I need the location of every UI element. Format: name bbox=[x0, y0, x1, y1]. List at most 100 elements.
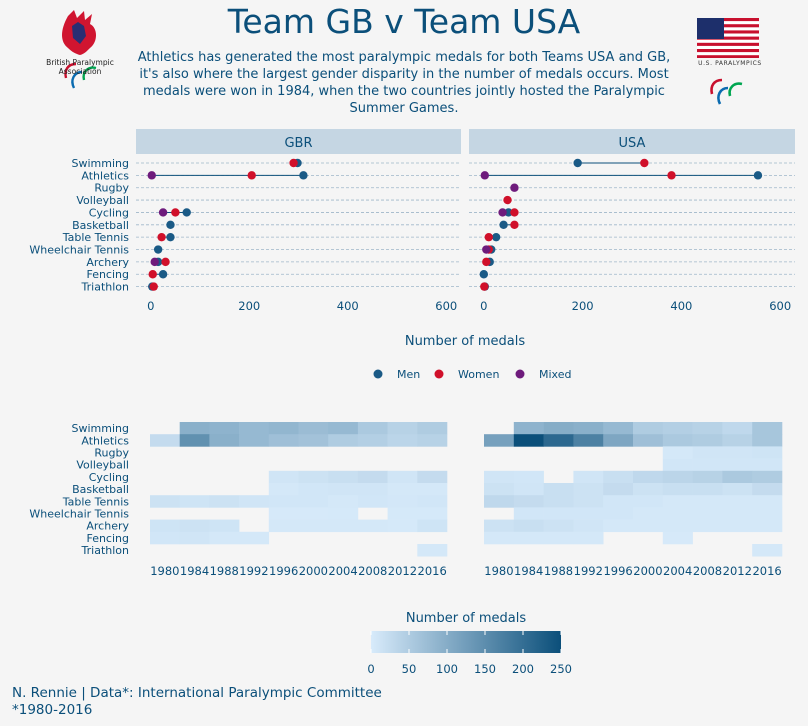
heat-cell-gbr-wheelchair-tennis-2016 bbox=[417, 507, 448, 520]
heat-cell-usa-archery-2004 bbox=[662, 519, 693, 533]
y-label-heatmap-basketball: Basketball bbox=[72, 483, 129, 496]
heat-cell-usa-swimming-1992 bbox=[573, 422, 604, 435]
heat-cell-usa-wheelchair-tennis-1992 bbox=[573, 507, 604, 520]
heat-cell-usa-wheelchair-tennis-2004 bbox=[662, 507, 693, 520]
heat-cell-gbr-cycling-2016 bbox=[417, 470, 448, 484]
y-label-dumbbell-basketball: Basketball bbox=[72, 219, 129, 232]
y-label-heatmap-fencing: Fencing bbox=[86, 532, 129, 545]
facet-label-usa: USA bbox=[619, 136, 646, 151]
point-usa-women-table-tennis bbox=[484, 232, 493, 242]
heat-cell-usa-archery-2008 bbox=[692, 519, 723, 533]
heat-cell-usa-rugby-2008 bbox=[692, 446, 723, 459]
heat-cell-gbr-swimming-1992 bbox=[239, 422, 270, 435]
point-usa-men-cycling bbox=[504, 208, 513, 217]
credit: N. Rennie | Data*: International Paralym… bbox=[12, 685, 382, 719]
heat-cell-usa-cycling-2012 bbox=[722, 470, 753, 484]
heat-cell-gbr-cycling-2000 bbox=[298, 470, 329, 484]
heat-cell-gbr-triathlon-2016 bbox=[417, 544, 448, 557]
british-paralympic-association-logo bbox=[62, 10, 97, 89]
point-gbr-women-triathlon bbox=[149, 282, 158, 291]
colorbar-title: Number of medals bbox=[406, 611, 527, 626]
heat-x-tick-gbr-2012: 2012 bbox=[388, 564, 417, 578]
us-paralympics-logo-text: U.S. PARALYMPICS bbox=[698, 60, 762, 67]
x-tick-gbr-200: 200 bbox=[238, 299, 260, 313]
heat-cell-gbr-basketball-2012 bbox=[387, 483, 418, 496]
heat-cell-usa-basketball-1984 bbox=[513, 483, 544, 496]
heat-cell-usa-athletics-2012 bbox=[722, 434, 753, 447]
heat-cell-gbr-archery-2000 bbox=[298, 519, 329, 533]
heat-cell-gbr-archery-1980 bbox=[150, 519, 180, 533]
heat-cell-gbr-basketball-1996 bbox=[268, 483, 299, 496]
point-usa-men-table-tennis bbox=[491, 232, 501, 242]
heat-cell-gbr-swimming-2012 bbox=[387, 422, 418, 435]
heat-cell-usa-volleyball-2012 bbox=[722, 458, 753, 472]
x-tick-usa-400: 400 bbox=[670, 299, 692, 313]
heat-cell-usa-basketball-2016 bbox=[752, 483, 783, 496]
heat-cell-usa-table-tennis-1996 bbox=[603, 495, 634, 508]
heat-cell-gbr-basketball-2016 bbox=[417, 483, 448, 496]
y-label-dumbbell-triathlon: Triathlon bbox=[81, 281, 129, 294]
point-gbr-men-cycling bbox=[182, 208, 191, 217]
point-gbr-women-table-tennis bbox=[157, 232, 166, 242]
point-gbr-mixed-archery bbox=[150, 257, 159, 267]
heat-cell-usa-swimming-2004 bbox=[662, 422, 693, 435]
heat-cell-usa-athletics-1988 bbox=[543, 434, 574, 447]
y-label-dumbbell-wheelchair-tennis: Wheelchair Tennis bbox=[29, 244, 129, 257]
heat-cell-usa-swimming-2008 bbox=[692, 422, 723, 435]
point-usa-mixed-rugby bbox=[510, 183, 519, 192]
heat-x-tick-gbr-1980: 1980 bbox=[150, 564, 179, 578]
page-subtitle: Athletics has generated the most paralym… bbox=[137, 50, 671, 116]
point-usa-men-swimming bbox=[573, 158, 582, 168]
heat-cell-usa-archery-2012 bbox=[722, 519, 753, 533]
heat-cell-usa-cycling-1996 bbox=[603, 470, 634, 484]
heat-cell-gbr-table-tennis-1980 bbox=[150, 495, 180, 508]
colorbar-label-50: 50 bbox=[402, 662, 417, 676]
legend-label-women: Women bbox=[458, 368, 499, 381]
heat-cell-usa-fencing-1988 bbox=[543, 531, 574, 545]
point-gbr-men-table-tennis bbox=[166, 232, 175, 242]
heat-cell-usa-table-tennis-1992 bbox=[573, 495, 604, 508]
heat-cell-gbr-table-tennis-2012 bbox=[387, 495, 418, 508]
heat-cell-gbr-athletics-1996 bbox=[268, 434, 299, 447]
heat-cell-gbr-cycling-2004 bbox=[328, 470, 359, 484]
legend-label-mixed: Mixed bbox=[539, 368, 571, 381]
point-gbr-mixed-athletics bbox=[147, 171, 156, 180]
bpa-logo-text: British Paralympic Association bbox=[46, 58, 114, 76]
heat-cell-usa-swimming-2012 bbox=[722, 422, 753, 435]
heat-cell-gbr-archery-1984 bbox=[179, 519, 210, 533]
y-label-heatmap-table-tennis: Table Tennis bbox=[62, 495, 130, 508]
heat-cell-gbr-athletics-1992 bbox=[239, 434, 270, 447]
heat-cell-gbr-athletics-2000 bbox=[298, 434, 329, 447]
heat-cell-usa-fencing-2004 bbox=[662, 531, 693, 545]
heat-x-tick-usa-2016: 2016 bbox=[752, 564, 781, 578]
x-tick-usa-600: 600 bbox=[769, 299, 791, 313]
heat-cell-usa-wheelchair-tennis-2016 bbox=[752, 507, 783, 520]
legend-dot-women bbox=[434, 369, 444, 379]
heat-cell-usa-wheelchair-tennis-2000 bbox=[633, 507, 664, 520]
heat-cell-gbr-athletics-2004 bbox=[328, 434, 359, 447]
heat-cell-gbr-archery-2004 bbox=[328, 519, 359, 533]
heat-cell-gbr-swimming-1988 bbox=[209, 422, 240, 435]
point-gbr-men-fencing bbox=[158, 270, 168, 279]
legend-dot-men bbox=[373, 369, 383, 379]
x-tick-usa-0: 0 bbox=[480, 299, 487, 313]
point-usa-women-basketball bbox=[510, 220, 519, 229]
y-label-heatmap-triathlon: Triathlon bbox=[81, 544, 129, 557]
colorbar-label-250: 250 bbox=[550, 662, 572, 676]
x-tick-gbr-600: 600 bbox=[435, 299, 457, 313]
point-usa-mixed-wheelchair-tennis bbox=[482, 245, 491, 254]
heat-cell-usa-wheelchair-tennis-1996 bbox=[603, 507, 634, 520]
heat-cell-usa-cycling-2004 bbox=[662, 470, 693, 484]
x-tick-gbr-0: 0 bbox=[147, 299, 154, 313]
heat-cell-gbr-table-tennis-2016 bbox=[417, 495, 448, 508]
heat-x-tick-usa-1988: 1988 bbox=[544, 564, 573, 578]
heat-cell-usa-swimming-1984 bbox=[513, 422, 544, 435]
heat-x-tick-gbr-1988: 1988 bbox=[210, 564, 239, 578]
point-gbr-mixed-cycling bbox=[158, 208, 168, 217]
heat-x-tick-usa-2004: 2004 bbox=[663, 564, 692, 578]
facet-label-gbr: GBR bbox=[284, 136, 312, 151]
heat-cell-usa-archery-1996 bbox=[603, 519, 634, 533]
heat-cell-gbr-swimming-2004 bbox=[328, 422, 359, 435]
heat-cell-usa-rugby-2016 bbox=[752, 446, 783, 459]
